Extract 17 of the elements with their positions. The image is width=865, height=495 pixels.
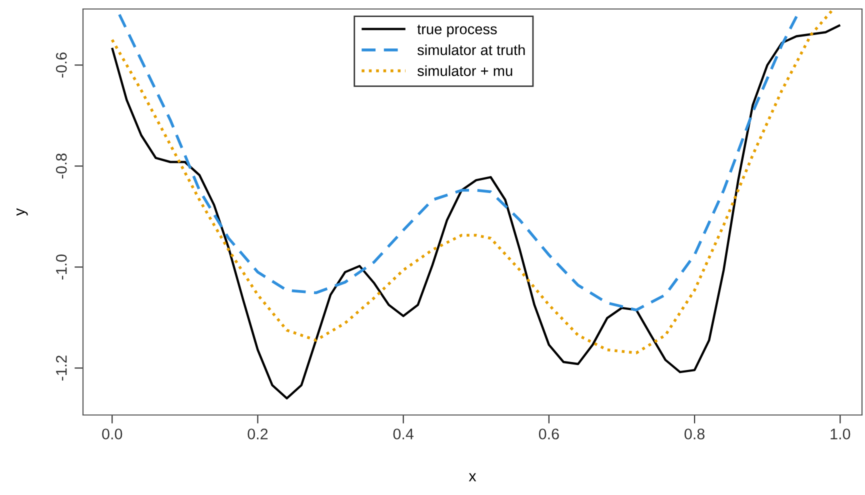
x-tick-label: 1.0 xyxy=(830,428,850,440)
legend-label: simulator at truth xyxy=(417,44,525,56)
y-tick-label: -1.2 xyxy=(56,356,67,381)
y-axis-title: y xyxy=(16,208,28,216)
legend-label: simulator + mu xyxy=(417,65,512,76)
line-series xyxy=(110,9,834,354)
line-series xyxy=(111,24,842,400)
x-tick-label: 0.0 xyxy=(102,428,122,440)
legend-label: true process xyxy=(417,24,497,38)
x-axis-title: x xyxy=(468,473,476,482)
x-tick-label: 0.6 xyxy=(538,428,559,440)
y-tick-label: -0.6 xyxy=(56,52,67,78)
x-tick-label: 0.2 xyxy=(248,428,268,440)
y-tick-label: -0.8 xyxy=(56,154,67,179)
x-tick-label: 0.8 xyxy=(684,428,705,440)
y-tick-label: -1.0 xyxy=(56,254,67,280)
x-tick-label: 0.4 xyxy=(393,428,414,440)
